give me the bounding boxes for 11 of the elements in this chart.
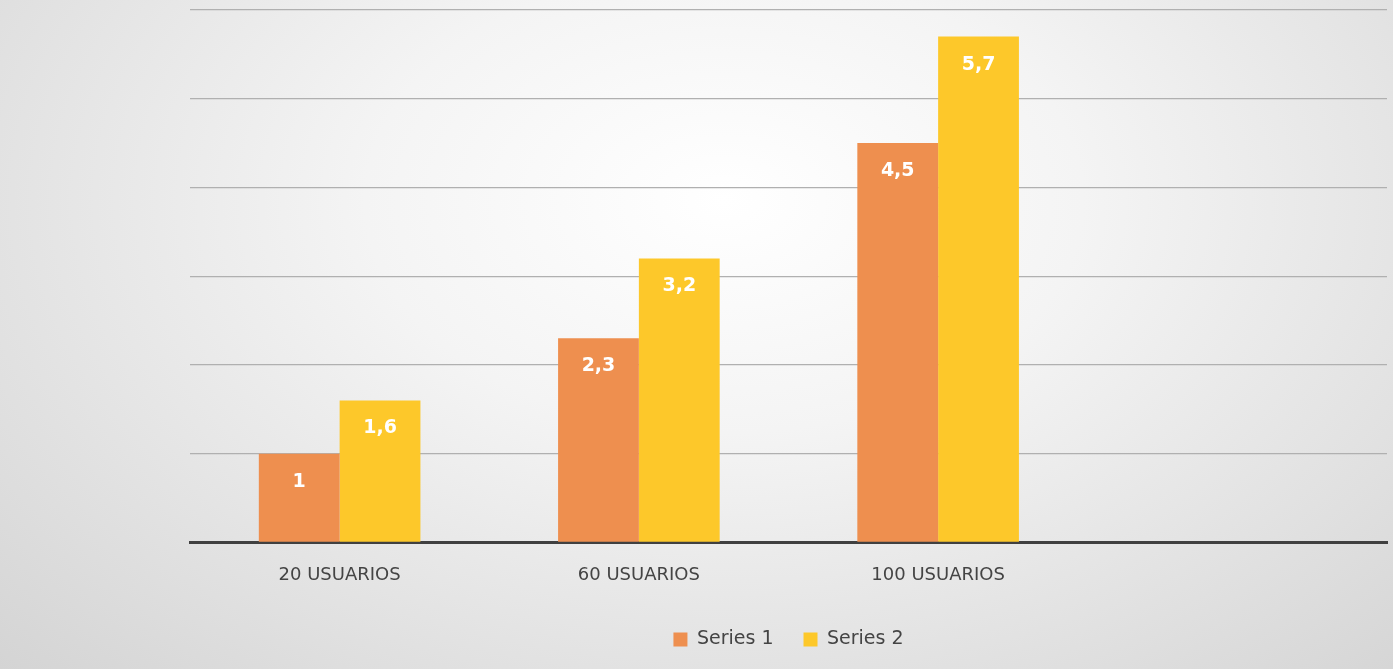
legend-label: Series 1 [696,626,774,649]
data-label: 1 [292,468,306,491]
legend-label: Series 2 [827,626,904,649]
x-tick-label: 100 USUARIOS [871,562,1005,584]
data-label: 2,3 [581,353,616,376]
data-label: 5,7 [961,51,996,74]
data-label: 4,5 [880,158,915,181]
data-label: 1,6 [363,415,397,438]
x-tick-label: 60 USUARIOS [577,562,700,584]
data-label: 3,2 [662,273,697,296]
x-tick-label: 20 USUARIOS [278,562,401,584]
